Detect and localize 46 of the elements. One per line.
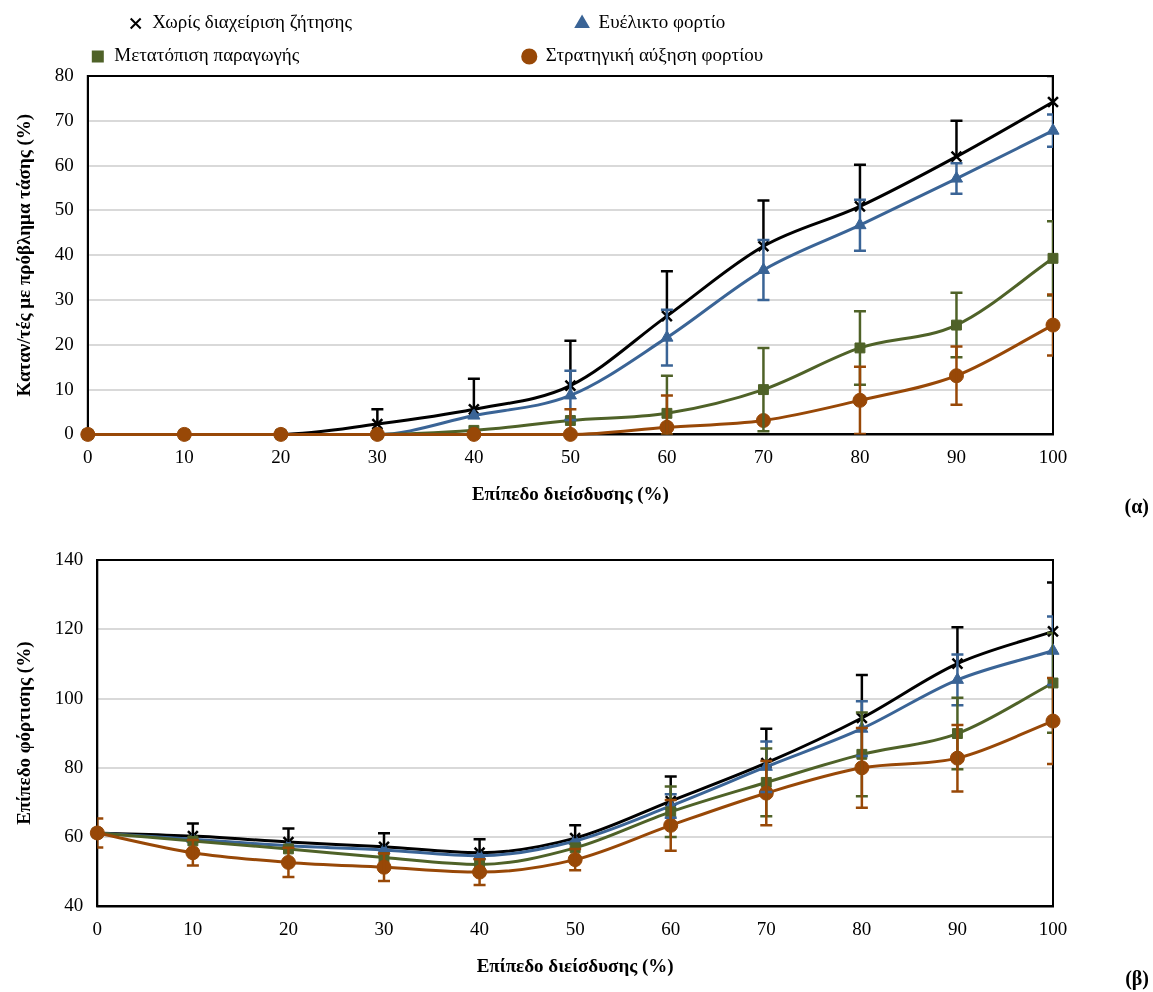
x-tick-label: 60 xyxy=(661,917,681,939)
x-axis-title: Επίπεδο διείσδυσης (%) xyxy=(476,954,674,977)
text: (β) xyxy=(1125,967,1149,991)
legend-label: Ευέλικτο φορτίο xyxy=(598,11,935,33)
y-tick-label: 60 xyxy=(64,825,84,847)
x-tick-label: 50 xyxy=(560,445,580,467)
x-tick-label: 50 xyxy=(565,917,585,939)
x-tick-label: 20 xyxy=(278,917,298,939)
legend-label: Στρατηγική αύξηση φορτίου xyxy=(545,44,973,66)
x-tick-label: 90 xyxy=(946,445,966,467)
y-tick-label: 60 xyxy=(54,153,74,175)
x-tick-label: 40 xyxy=(464,445,484,467)
x-tick-label: 60 xyxy=(657,445,677,467)
y-tick-label: 140 xyxy=(54,547,84,569)
y-tick-label: 100 xyxy=(54,686,84,708)
x-tick-label: 80 xyxy=(852,917,872,939)
x-tick-label: 30 xyxy=(367,445,387,467)
x-tick-label: 70 xyxy=(753,445,773,467)
y-tick-label: 40 xyxy=(64,894,84,916)
y-tick-label: 40 xyxy=(54,243,74,265)
x-tick-label: 90 xyxy=(947,917,967,939)
x-tick-label: 30 xyxy=(374,917,394,939)
x-tick-label: 20 xyxy=(271,445,291,467)
legend-label: Χωρίς διαχείριση ζήτησης xyxy=(152,11,562,33)
y-axis-title: Επίπεδο φόρτισης (%) xyxy=(13,641,36,825)
x-tick-label: 100 xyxy=(1038,917,1068,939)
y-axis-title: Καταν/τές με πρόβλημα τάσης (%) xyxy=(13,113,36,397)
legend-label: Μετατόπιση παραγωγής xyxy=(114,44,509,66)
x-tick-label: 10 xyxy=(174,445,194,467)
y-tick-label: 30 xyxy=(54,287,74,309)
y-tick-label: 80 xyxy=(54,63,74,85)
x-axis-title: Επίπεδο διείσδυσης (%) xyxy=(471,482,669,505)
x-tick-label: 70 xyxy=(756,917,776,939)
x-tick-label: 100 xyxy=(1038,445,1068,467)
x-tick-label: 0 xyxy=(92,917,103,939)
y-tick-label: 0 xyxy=(64,422,74,444)
x-tick-label: 80 xyxy=(850,445,870,467)
x-tick-label: 10 xyxy=(183,917,203,939)
x-tick-label: 40 xyxy=(470,917,490,939)
text: (α) xyxy=(1124,495,1149,519)
y-tick-label: 120 xyxy=(54,617,84,639)
y-tick-label: 70 xyxy=(54,108,74,130)
y-tick-label: 80 xyxy=(64,755,84,777)
y-tick-label: 50 xyxy=(54,198,74,220)
y-tick-label: 20 xyxy=(54,332,74,354)
y-tick-label: 10 xyxy=(54,377,74,399)
